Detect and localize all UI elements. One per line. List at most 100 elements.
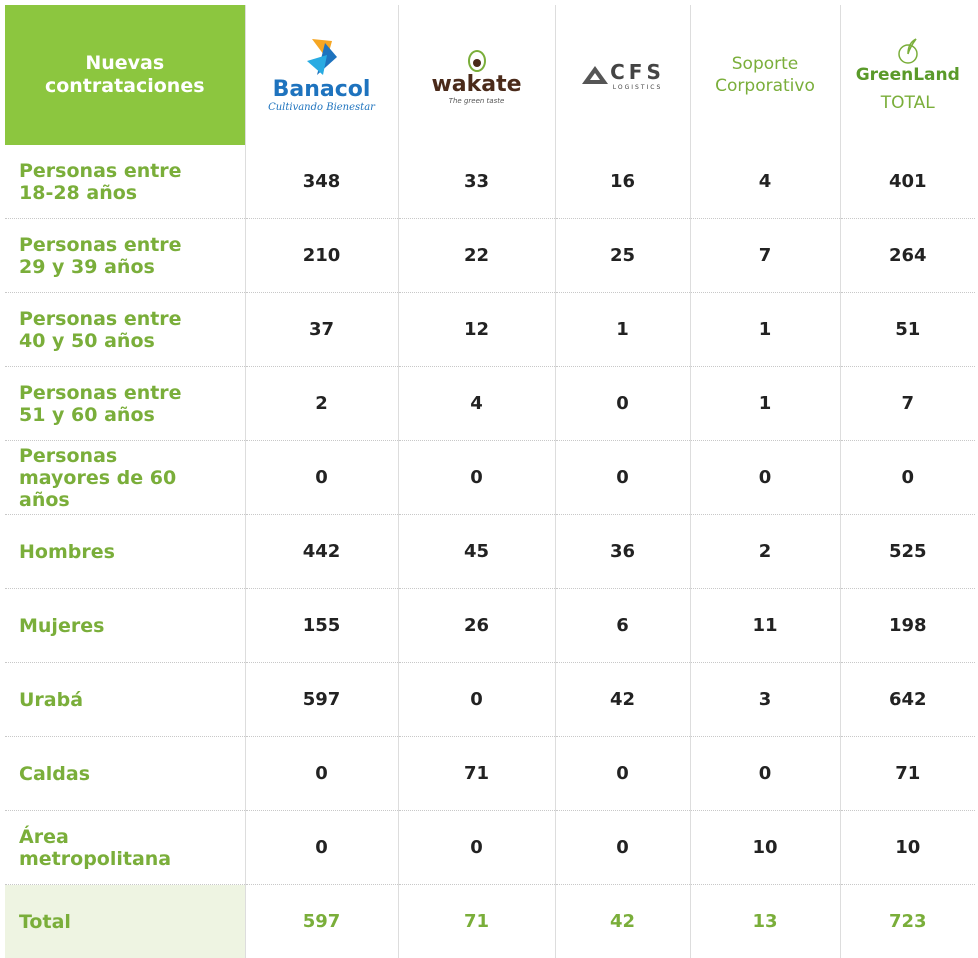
value-cell: 12: [398, 293, 555, 367]
logo-tagline: LOGISTICS: [613, 84, 663, 91]
row-label: Personas entre 18-28 años: [19, 160, 209, 204]
header-cell: Soporte Corporativo: [690, 5, 840, 145]
value-cell: 1: [555, 293, 690, 367]
value-cell: 1: [690, 367, 840, 441]
logo-name: CFS: [610, 60, 665, 84]
logo-greenland: GreenLand TOTAL: [841, 37, 976, 113]
header-name: Soporte Corporativo: [691, 53, 840, 97]
row-label: Hombres: [19, 541, 115, 563]
row-label: Caldas: [19, 763, 90, 785]
value-cell: 7: [690, 219, 840, 293]
value-cell: 401: [840, 145, 975, 219]
row-label-cell: Mujeres: [5, 589, 245, 663]
value-cell: 0: [245, 811, 398, 885]
row-label: Mujeres: [19, 615, 104, 637]
row-label-cell: Personas entre 40 y 50 años: [5, 293, 245, 367]
value-cell: 6: [555, 589, 690, 663]
logo-icon: [896, 37, 920, 65]
value-cell: 210: [245, 219, 398, 293]
logo-text: CFS LOGISTICS: [610, 60, 665, 91]
value-cell: 71: [840, 737, 975, 811]
row-label: Total: [19, 911, 71, 933]
value-cell: 0: [555, 441, 690, 515]
row-label-cell: Área metropolitana: [5, 811, 245, 885]
value-cell: 348: [245, 145, 398, 219]
value-cell: 597: [245, 885, 398, 958]
value-cell: 442: [245, 515, 398, 589]
row-label: Área metropolitana: [19, 826, 209, 870]
value-cell: 0: [245, 737, 398, 811]
value-cell: 11: [690, 589, 840, 663]
value-cell: 13: [690, 885, 840, 958]
value-cell: 723: [840, 885, 975, 958]
logo-tagline: The green taste: [449, 97, 505, 105]
value-cell: 71: [398, 737, 555, 811]
logo-icon: [580, 64, 610, 86]
value-cell: 4: [398, 367, 555, 441]
row-label-cell: Caldas: [5, 737, 245, 811]
row-label: Urabá: [19, 689, 83, 711]
value-cell: 642: [840, 663, 975, 737]
value-cell: 0: [690, 441, 840, 515]
row-label: Personas entre 51 y 60 años: [19, 382, 209, 426]
value-cell: 45: [398, 515, 555, 589]
table: Nuevas contrataciones Banacol Cultivando…: [5, 5, 975, 958]
value-cell: 0: [398, 663, 555, 737]
value-cell: 525: [840, 515, 975, 589]
value-cell: 33: [398, 145, 555, 219]
value-cell: 25: [555, 219, 690, 293]
value-cell: 37: [245, 293, 398, 367]
value-cell: 597: [245, 663, 398, 737]
row-label: Personas entre 29 y 39 años: [19, 234, 209, 278]
value-cell: 42: [555, 663, 690, 737]
header-cell: wakate The green taste: [398, 5, 555, 145]
value-cell: 10: [690, 811, 840, 885]
logo-name: wakate: [431, 72, 521, 97]
value-cell: 71: [398, 885, 555, 958]
header-row: Nuevas contrataciones Banacol Cultivando…: [5, 5, 975, 145]
value-cell: 264: [840, 219, 975, 293]
value-cell: 7: [840, 367, 975, 441]
value-cell: 2: [690, 515, 840, 589]
row-label-cell: Total: [5, 885, 245, 958]
logo-icon: [467, 46, 487, 72]
logo-cfs: CFS LOGISTICS: [556, 60, 690, 91]
value-cell: 155: [245, 589, 398, 663]
logo-icon: [297, 37, 347, 77]
row-label-cell: Personas mayores de 60 años: [5, 441, 245, 515]
header-cell: GreenLand TOTAL: [840, 5, 975, 145]
value-cell: 0: [690, 737, 840, 811]
logo-tagline: TOTAL: [881, 93, 935, 113]
value-cell: 42: [555, 885, 690, 958]
row-label-cell: Urabá: [5, 663, 245, 737]
value-cell: 0: [840, 441, 975, 515]
value-cell: 36: [555, 515, 690, 589]
logo-banacol: Banacol Cultivando Bienestar: [246, 37, 398, 113]
logo-name: Banacol: [273, 77, 371, 102]
value-cell: 22: [398, 219, 555, 293]
row-label: Personas mayores de 60 años: [19, 445, 209, 511]
value-cell: 10: [840, 811, 975, 885]
value-cell: 0: [245, 441, 398, 515]
value-cell: 0: [398, 441, 555, 515]
header-title: Nuevas contrataciones: [5, 5, 245, 145]
value-cell: 0: [555, 737, 690, 811]
row-label: Personas entre 40 y 50 años: [19, 308, 209, 352]
row-label-cell: Personas entre 51 y 60 años: [5, 367, 245, 441]
logo-wakate: wakate The green taste: [399, 46, 555, 105]
row-label-cell: Personas entre 18-28 años: [5, 145, 245, 219]
value-cell: 1: [690, 293, 840, 367]
value-cell: 2: [245, 367, 398, 441]
logo-tagline: Cultivando Bienestar: [268, 102, 375, 113]
value-cell: 198: [840, 589, 975, 663]
